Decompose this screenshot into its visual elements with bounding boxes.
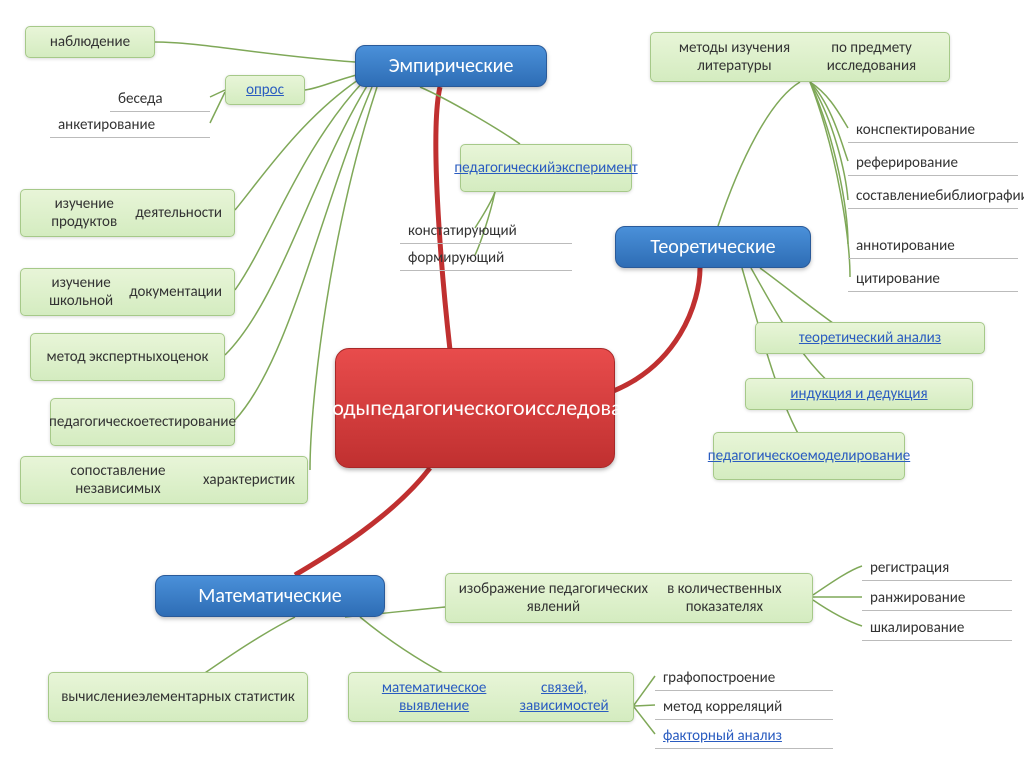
p-corr: метод корреляций [655,695,833,720]
g-docs: изучение школьнойдокументации [20,268,235,316]
center-node: Методыпедагогическогоисследования [335,348,615,468]
branch-empirical: Эмпирические [355,45,547,87]
g-quant: изображение педагогических явленийв коли… [445,573,813,623]
g-expert: метод экспертныхоценок [30,333,225,381]
branch-theoretical: Теоретические [615,226,811,268]
g-mathlink[interactable]: математическое выявлениесвязей, зависимо… [348,672,634,722]
g-testing: педагогическоетестирование [50,398,235,446]
p-ref: реферирование [848,151,1018,176]
g-stat: вычислениеэлементарных статистик [48,672,308,722]
p-quest: анкетирование [50,113,210,138]
g-analysis[interactable]: теоретический анализ [755,322,985,354]
g-exp[interactable]: педагогическийэксперимент [460,144,632,192]
p-konsp: конспектирование [848,118,1018,143]
g-products: изучение продуктовдеятельности [20,189,235,237]
p-reg: регистрация [862,556,1012,581]
g-ind[interactable]: индукция и дедукция [745,378,973,410]
branch-mathematical: Математические [155,575,385,617]
p-annot: аннотирование [848,234,1018,259]
g-survey[interactable]: опрос [225,75,305,105]
p-scale: шкалирование [862,616,1012,641]
p-const: констатирующий [400,219,572,244]
g-model[interactable]: педагогическоемоделирование [713,432,905,480]
g-observation: наблюдение [25,26,155,58]
p-factor[interactable]: факторный анализ [655,724,833,749]
g-compare: сопоставление независимыххарактеристик [20,456,308,504]
p-graph: графопостроение [655,666,833,691]
p-talk: беседа [110,87,210,112]
p-bibl: составлениебиблиографии [848,184,1018,209]
p-form: формирующий [400,246,572,271]
p-rank: ранжирование [862,586,1012,611]
p-cit: цитирование [848,267,1018,292]
g-lit: методы изучения литературыпо предмету ис… [650,32,950,82]
